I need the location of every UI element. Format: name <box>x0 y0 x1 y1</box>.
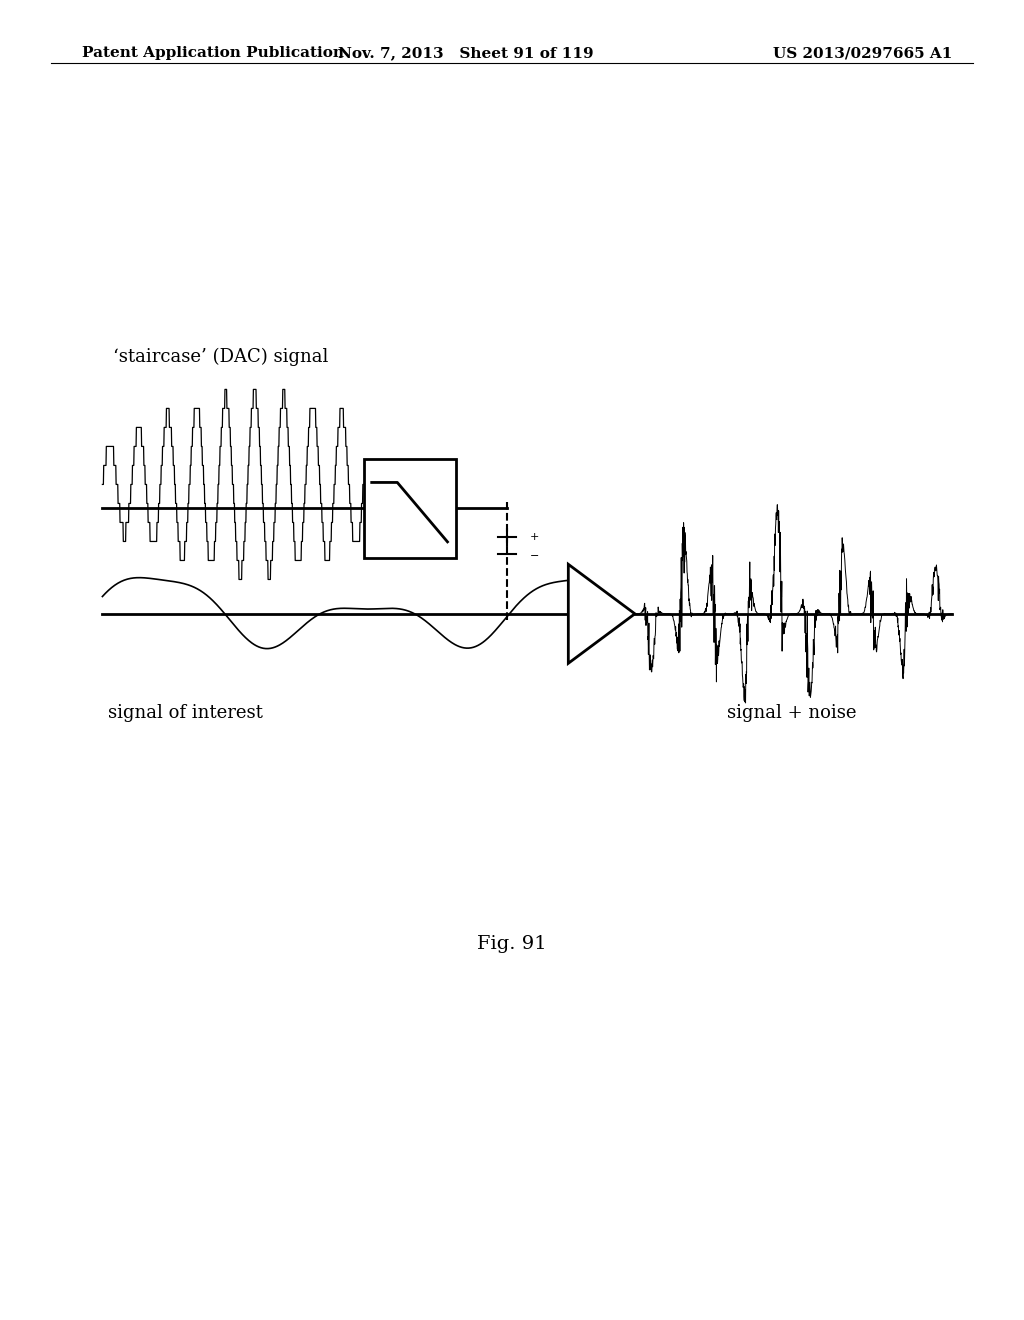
Text: −: − <box>529 550 539 561</box>
Text: US 2013/0297665 A1: US 2013/0297665 A1 <box>773 46 952 61</box>
Text: ‘staircase’ (DAC) signal: ‘staircase’ (DAC) signal <box>113 347 328 366</box>
Text: Nov. 7, 2013   Sheet 91 of 119: Nov. 7, 2013 Sheet 91 of 119 <box>338 46 594 61</box>
Polygon shape <box>568 565 635 663</box>
Text: signal of interest: signal of interest <box>108 704 262 722</box>
Text: signal + noise: signal + noise <box>727 704 856 722</box>
Text: Fig. 91: Fig. 91 <box>477 935 547 953</box>
Bar <box>364 459 456 557</box>
Text: +: + <box>529 532 539 543</box>
Text: Patent Application Publication: Patent Application Publication <box>82 46 344 61</box>
